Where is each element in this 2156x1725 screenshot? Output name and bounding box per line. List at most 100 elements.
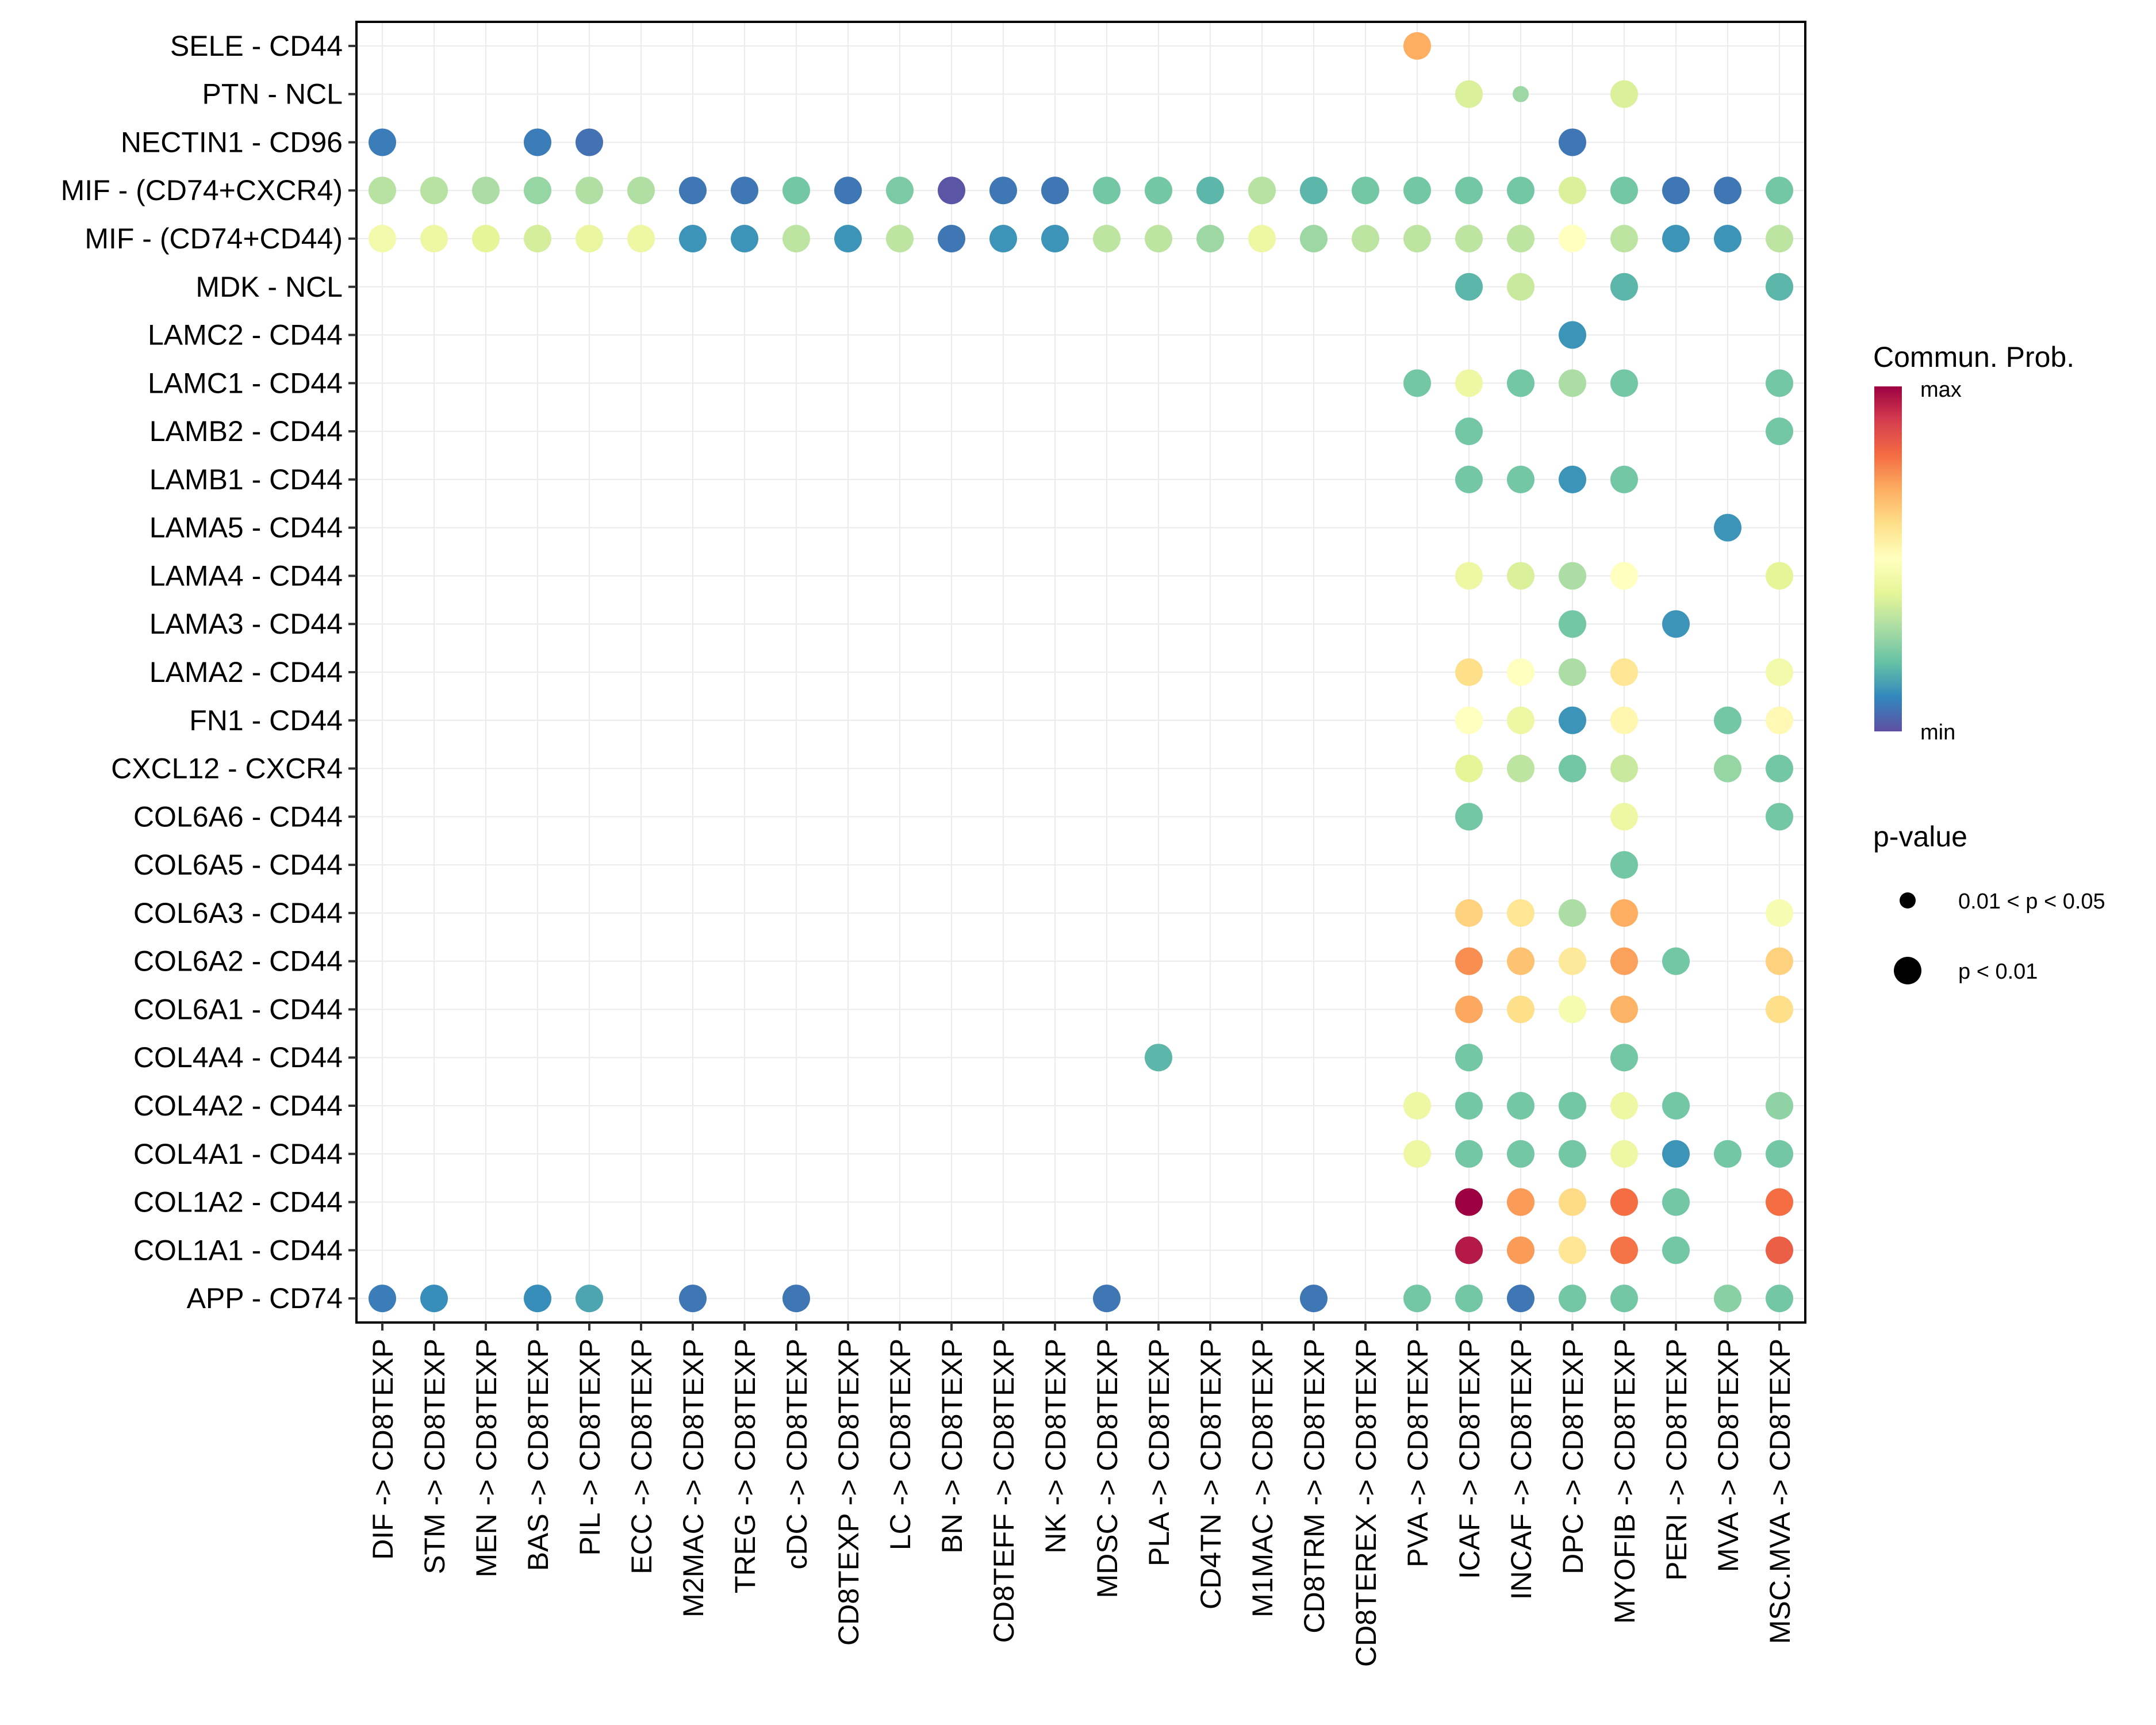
data-point <box>1455 899 1483 927</box>
data-point <box>1766 1285 1793 1313</box>
data-point <box>1507 658 1534 686</box>
data-point <box>1455 417 1483 446</box>
x-tick-label: MSC.MVA -> CD8TEXP <box>1764 1339 1796 1644</box>
data-point <box>1455 754 1483 783</box>
data-point <box>1766 1188 1793 1216</box>
x-tick-label: CD8TEREX -> CD8TEXP <box>1350 1339 1382 1667</box>
data-point <box>1559 562 1586 590</box>
data-point <box>1093 1285 1121 1313</box>
y-tick-label: COL6A6 - CD44 <box>133 800 343 833</box>
x-tick-label: M1MAC -> CD8TEXP <box>1246 1339 1279 1617</box>
x-tick-label: PLA -> CD8TEXP <box>1143 1339 1175 1566</box>
data-point <box>1610 1044 1638 1072</box>
x-tick-label: M2MAC -> CD8TEXP <box>677 1339 709 1617</box>
data-point <box>1610 706 1638 734</box>
x-tick-label: MEN -> CD8TEXP <box>470 1339 502 1577</box>
y-tick-label: COL6A5 - CD44 <box>133 849 343 881</box>
data-point <box>1766 369 1793 397</box>
data-point <box>1559 610 1586 638</box>
legend-size-dot-small <box>1900 892 1916 908</box>
data-point <box>1662 1188 1690 1216</box>
data-point <box>938 225 965 252</box>
data-point <box>1610 1285 1638 1313</box>
y-tick-label: CXCL12 - CXCR4 <box>111 753 343 785</box>
data-point <box>1507 754 1534 783</box>
data-point <box>1507 369 1534 397</box>
data-point <box>1714 1140 1741 1168</box>
x-tick-label: STM -> CD8TEXP <box>419 1339 451 1574</box>
data-point <box>627 177 655 205</box>
data-point <box>576 177 603 205</box>
data-point <box>1662 947 1690 975</box>
data-point <box>1507 706 1534 734</box>
data-point <box>1507 947 1534 975</box>
x-tick-label: MYOFIB -> CD8TEXP <box>1609 1339 1641 1624</box>
data-point <box>1455 369 1483 397</box>
data-point <box>420 1285 448 1313</box>
data-point <box>1455 273 1483 301</box>
x-tick-label: CD8TEXP -> CD8TEXP <box>833 1339 865 1646</box>
data-point <box>1507 1285 1534 1313</box>
data-point <box>1455 80 1483 108</box>
data-point <box>524 1285 551 1313</box>
data-point <box>1610 658 1638 686</box>
y-tick-label: LAMB1 - CD44 <box>149 463 343 496</box>
data-point <box>1352 225 1379 252</box>
data-point <box>1610 1236 1638 1264</box>
data-point <box>1766 899 1793 927</box>
data-point <box>1507 1140 1534 1168</box>
data-point <box>1662 177 1690 205</box>
data-point <box>834 225 862 252</box>
data-point <box>1403 1092 1431 1120</box>
legend-max-label: max <box>1920 378 1962 402</box>
data-point <box>782 225 810 252</box>
data-point <box>1766 754 1793 783</box>
data-point <box>1455 465 1483 493</box>
data-point <box>1507 899 1534 927</box>
legend-size-label-small: 0.01 < p < 0.05 <box>1958 890 2105 914</box>
x-tick-label: NK -> CD8TEXP <box>1039 1339 1072 1554</box>
x-tick-label: CD8TEFF -> CD8TEXP <box>988 1339 1020 1643</box>
data-point <box>1507 1236 1534 1264</box>
y-tick-label: SELE - CD44 <box>170 30 343 62</box>
x-tick-label: PIL -> CD8TEXP <box>574 1339 606 1555</box>
data-point <box>1559 1140 1586 1168</box>
data-point <box>1196 225 1224 252</box>
x-tick-label: DPC -> CD8TEXP <box>1557 1339 1589 1574</box>
data-point <box>1559 1188 1586 1216</box>
data-point <box>1766 273 1793 301</box>
y-tick-label: LAMC2 - CD44 <box>148 319 343 351</box>
data-point <box>1766 947 1793 975</box>
data-point <box>1300 177 1328 205</box>
data-point <box>1041 225 1069 252</box>
data-point <box>1507 1188 1534 1216</box>
data-point <box>731 177 758 205</box>
data-point <box>1714 513 1741 542</box>
data-point <box>1093 177 1121 205</box>
x-tick-label: CD4TN -> CD8TEXP <box>1195 1339 1227 1609</box>
data-point <box>1610 225 1638 252</box>
data-point <box>1455 995 1483 1023</box>
data-point <box>1610 899 1638 927</box>
data-point <box>1559 177 1586 205</box>
data-point <box>886 177 914 205</box>
data-point <box>782 1285 810 1313</box>
data-point <box>1403 369 1431 397</box>
data-point <box>1559 225 1586 252</box>
data-point <box>1766 803 1793 831</box>
data-point <box>1766 1092 1793 1120</box>
legend-colorbar <box>1874 386 1902 731</box>
data-point <box>1145 1044 1172 1072</box>
x-tick-label: BN -> CD8TEXP <box>936 1339 968 1554</box>
data-point <box>1248 225 1276 252</box>
data-point <box>1766 177 1793 205</box>
x-tick-label: PERI -> CD8TEXP <box>1660 1339 1693 1581</box>
data-point <box>1559 1236 1586 1264</box>
x-tick-label: MDSC -> CD8TEXP <box>1091 1339 1123 1598</box>
data-point <box>524 225 551 252</box>
y-tick-label: COL6A3 - CD44 <box>133 897 343 929</box>
y-tick-label: LAMB2 - CD44 <box>149 415 343 447</box>
x-tick-label: INCAF -> CD8TEXP <box>1505 1339 1537 1600</box>
y-tick-label: MDK - NCL <box>195 271 343 303</box>
